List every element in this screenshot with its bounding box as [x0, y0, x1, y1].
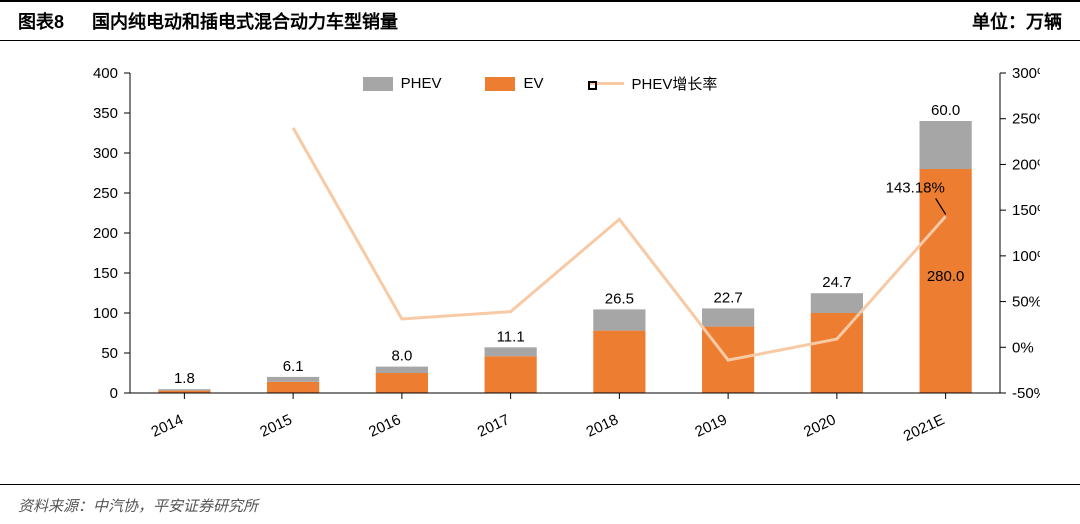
bar-phev: [376, 367, 428, 373]
legend-swatch: [485, 77, 515, 91]
bar-phev: [593, 309, 645, 330]
ev-end-label: 280.0: [927, 268, 965, 285]
svg-text:150%: 150%: [1012, 202, 1040, 219]
bar-phev: [920, 121, 972, 169]
x-category-label: 2017: [475, 411, 512, 441]
figure-title: 国内纯电动和插电式混合动力车型销量: [92, 8, 972, 34]
chart-container: PHEVEVPHEV增长率 050100150200250300350400-5…: [0, 41, 1080, 484]
bar-ev: [376, 373, 428, 393]
bar-top-label: 24.7: [822, 274, 851, 291]
legend-item-line: PHEV增长率: [588, 73, 718, 94]
svg-text:100%: 100%: [1012, 248, 1040, 265]
legend-label: PHEV: [401, 75, 442, 92]
x-category-label: 2020: [801, 411, 838, 441]
x-category-label: 2014: [149, 411, 186, 441]
bar-phev: [267, 377, 319, 382]
svg-text:200: 200: [93, 225, 118, 242]
svg-text:100: 100: [93, 305, 118, 322]
chart-legend: PHEV EV PHEV增长率: [0, 73, 1080, 94]
legend-label: EV: [523, 75, 543, 92]
chart-svg: 050100150200250300350400-50%0%50%100%150…: [40, 53, 1040, 473]
svg-text:-50%: -50%: [1012, 385, 1040, 402]
svg-text:350: 350: [93, 105, 118, 122]
bar-top-label: 8.0: [391, 348, 412, 365]
bar-phev: [702, 308, 754, 326]
svg-text:300: 300: [93, 145, 118, 162]
line-end-label: 143.18%: [886, 179, 945, 196]
svg-text:200%: 200%: [1012, 156, 1040, 173]
svg-text:250: 250: [93, 185, 118, 202]
svg-text:0: 0: [110, 385, 118, 402]
bar-ev: [267, 382, 319, 393]
bar-top-label: 60.0: [931, 102, 960, 119]
svg-text:0%: 0%: [1012, 339, 1034, 356]
svg-text:50%: 50%: [1012, 294, 1040, 311]
x-category-label: 2016: [366, 411, 403, 441]
bar-ev: [485, 356, 537, 393]
bar-phev: [158, 389, 210, 390]
bar-ev: [593, 331, 645, 393]
bar-phev: [485, 347, 537, 356]
figure-number: 图表8: [18, 8, 64, 34]
legend-item-ev: EV: [485, 73, 543, 94]
figure-header: 图表8 国内纯电动和插电式混合动力车型销量 单位：万辆: [0, 0, 1080, 41]
x-category-label: 2019: [692, 411, 729, 441]
bar-top-label: 26.5: [605, 290, 634, 307]
svg-text:150: 150: [93, 265, 118, 282]
x-category-label: 2018: [584, 411, 621, 441]
bar-top-label: 1.8: [174, 370, 195, 387]
bar-phev: [811, 293, 863, 313]
bar-top-label: 6.1: [283, 358, 304, 375]
bar-top-label: 11.1: [497, 328, 525, 345]
legend-swatch: [588, 82, 624, 85]
figure-unit: 单位：万辆: [972, 8, 1062, 34]
svg-text:50: 50: [101, 345, 118, 362]
legend-label: PHEV增长率: [632, 73, 718, 94]
bar-top-label: 22.7: [714, 289, 743, 306]
x-category-label: 2015: [257, 411, 294, 441]
legend-item-phev: PHEV: [363, 73, 442, 94]
svg-text:250%: 250%: [1012, 111, 1040, 128]
legend-swatch: [363, 77, 393, 91]
x-category-label: 2021E: [901, 411, 947, 445]
figure-source: 资料来源：中汽协，平安证券研究所: [0, 484, 1080, 524]
bar-ev: [811, 313, 863, 393]
